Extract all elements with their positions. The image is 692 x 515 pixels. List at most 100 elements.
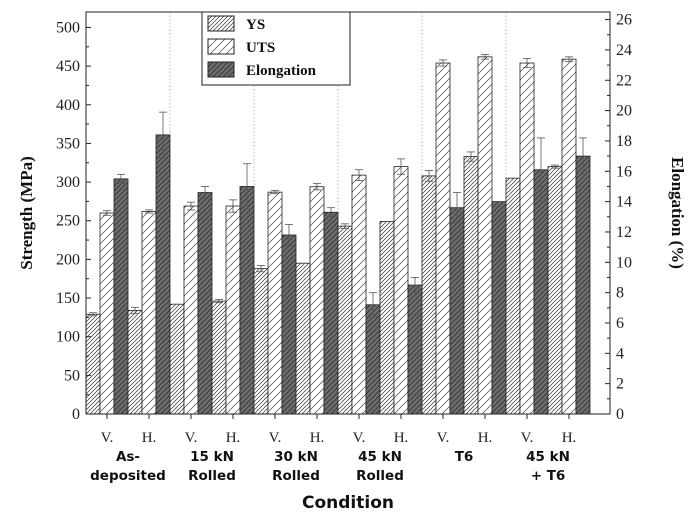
bar-elong bbox=[155, 134, 171, 415]
bar-uts bbox=[351, 174, 367, 415]
bar-elong bbox=[323, 211, 339, 415]
left-tick-label: 400 bbox=[56, 97, 80, 114]
bar-ys bbox=[337, 225, 353, 415]
x-sub-label: V. bbox=[269, 430, 282, 446]
bar-uts bbox=[519, 62, 535, 415]
left-tick-label: 500 bbox=[56, 19, 80, 36]
bar-elong bbox=[365, 304, 381, 415]
right-tick-label: 22 bbox=[616, 72, 632, 89]
bar-ys bbox=[421, 175, 437, 415]
bar-elong bbox=[113, 178, 129, 415]
x-category-label: deposited bbox=[90, 468, 166, 484]
bar-elong bbox=[197, 192, 213, 415]
x-category-label: Rolled bbox=[272, 468, 320, 484]
x-category-label: 45 kN bbox=[526, 449, 570, 465]
right-tick-label: 24 bbox=[616, 42, 632, 59]
bar-uts bbox=[267, 191, 283, 415]
x-category-label: 45 kN bbox=[358, 449, 402, 465]
right-tick-label: 18 bbox=[616, 133, 632, 150]
x-sub-label: H. bbox=[142, 430, 157, 446]
x-category-label: Rolled bbox=[356, 468, 404, 484]
left-tick-label: 50 bbox=[64, 367, 80, 384]
x-sub-label: V. bbox=[521, 430, 534, 446]
bar-ys bbox=[127, 310, 143, 415]
bar-elong bbox=[449, 207, 465, 415]
x-category-label: Rolled bbox=[188, 468, 236, 484]
bar-uts bbox=[435, 62, 451, 415]
left-tick-label: 100 bbox=[56, 329, 80, 346]
right-tick-label: 10 bbox=[616, 254, 632, 271]
legend-label-uts: UTS bbox=[246, 40, 275, 56]
left-tick-label: 250 bbox=[56, 213, 80, 230]
bar-elong bbox=[491, 201, 507, 415]
bar-elong bbox=[281, 234, 297, 415]
bar-elong bbox=[533, 169, 549, 415]
x-sub-label: H. bbox=[478, 430, 493, 446]
right-axis-title: Elongation (%) bbox=[668, 157, 687, 269]
left-tick-label: 300 bbox=[56, 174, 80, 191]
bar-uts bbox=[561, 58, 577, 415]
left-tick-label: 0 bbox=[72, 406, 80, 423]
right-tick-label: 26 bbox=[616, 12, 632, 29]
right-tick-label: 2 bbox=[616, 376, 624, 393]
bar-elong bbox=[575, 155, 591, 415]
x-sub-label: H. bbox=[562, 430, 577, 446]
right-tick-label: 12 bbox=[616, 224, 632, 241]
error-bars bbox=[89, 54, 587, 318]
legend-swatch-uts bbox=[207, 38, 235, 55]
x-sub-label: V. bbox=[185, 430, 198, 446]
bar-uts bbox=[477, 56, 493, 415]
x-sub-label: V. bbox=[101, 430, 114, 446]
right-tick-label: 6 bbox=[616, 315, 624, 332]
bar-uts bbox=[183, 205, 199, 415]
right-tick-label: 8 bbox=[616, 285, 624, 302]
bar-elong bbox=[239, 186, 255, 415]
legend-label-ys: YS bbox=[246, 17, 265, 33]
bar-uts bbox=[225, 205, 241, 415]
bar-uts bbox=[393, 166, 409, 415]
legend-label-elongation: Elongation bbox=[246, 63, 317, 79]
left-axis-title: Strength (MPa) bbox=[17, 156, 36, 269]
legend-swatch-ys bbox=[207, 15, 235, 32]
left-tick-label: 350 bbox=[56, 135, 80, 152]
bar-ys bbox=[211, 300, 227, 415]
x-category-label: 15 kN bbox=[190, 449, 234, 465]
left-tick-label: 150 bbox=[56, 290, 80, 307]
right-tick-label: 14 bbox=[616, 194, 632, 211]
x-sub-label: V. bbox=[353, 430, 366, 446]
x-sub-label: H. bbox=[394, 430, 409, 446]
bar-ys bbox=[169, 303, 185, 415]
x-category-label: + T6 bbox=[531, 468, 566, 484]
x-category-label: T6 bbox=[455, 449, 474, 465]
bar-elong bbox=[407, 284, 423, 415]
right-tick-label: 20 bbox=[616, 103, 632, 120]
x-category-label: As- bbox=[116, 449, 140, 465]
x-sub-label: H. bbox=[310, 430, 325, 446]
right-tick-label: 4 bbox=[616, 345, 624, 362]
x-category-label: 30 kN bbox=[274, 449, 318, 465]
bar-ys bbox=[295, 262, 311, 415]
right-tick-label: 16 bbox=[616, 163, 632, 180]
left-tick-label: 450 bbox=[56, 58, 80, 75]
bar-ys bbox=[463, 156, 479, 415]
bar-uts bbox=[141, 211, 157, 415]
legend-swatch-elongation bbox=[207, 61, 235, 78]
x-sub-label: V. bbox=[437, 430, 450, 446]
right-tick-label: 0 bbox=[616, 406, 624, 423]
bar-uts bbox=[99, 212, 115, 415]
bar-uts bbox=[309, 186, 325, 415]
left-axis-ticks: 0 50 100 150 200 250 300 350 400 450 500 bbox=[56, 19, 91, 423]
bar-ys bbox=[505, 177, 521, 415]
legend: YS UTS Elongation bbox=[201, 11, 351, 86]
x-sub-label: H. bbox=[226, 430, 241, 446]
bar-ys bbox=[85, 313, 101, 415]
left-tick-label: 200 bbox=[56, 251, 80, 268]
bar-ys bbox=[379, 221, 395, 415]
bar-ys bbox=[547, 166, 563, 415]
bar-ys bbox=[253, 268, 269, 415]
x-axis-title: Condition bbox=[302, 493, 394, 513]
bars bbox=[85, 56, 591, 415]
